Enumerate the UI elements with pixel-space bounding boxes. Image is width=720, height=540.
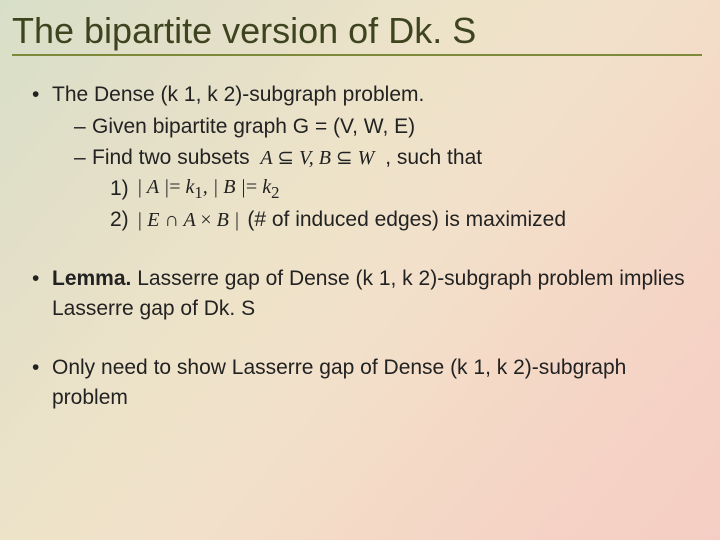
row2-label: 2) [110, 205, 129, 235]
row1-label: 1) [110, 174, 129, 204]
sub-given: Given bipartite graph G = (V, W, E) [74, 112, 690, 142]
lemma-label: Lemma. [52, 267, 131, 290]
row2-math: | E ∩ A × B | [137, 206, 240, 235]
bullet-problem: The Dense (k 1, k 2)-subgraph problem. G… [30, 80, 690, 236]
page-title: The bipartite version of Dk. S [0, 0, 720, 54]
numbered-row-1: 1) | A |= k1, | B |= k2 [110, 173, 690, 205]
bullet-lemma: Lemma. Lasserre gap of Dense (k 1, k 2)-… [30, 264, 690, 325]
row2-suffix: (# of induced edges) is maximized [247, 205, 566, 235]
numbered-row-2: 2) | E ∩ A × B | (# of induced edges) is… [110, 205, 690, 235]
only-need-text: Only need to show Lasserre gap of Dense … [52, 356, 626, 409]
bullet-list: The Dense (k 1, k 2)-subgraph problem. G… [30, 80, 690, 414]
math-subset: A ⊆ V, B ⊆ W [255, 147, 379, 169]
find-suffix: , such that [385, 146, 482, 169]
bullet-onlyneed: Only need to show Lasserre gap of Dense … [30, 353, 690, 414]
row1-math: | A |= k1, | B |= k2 [137, 173, 280, 205]
problem-intro-text: The Dense (k 1, k 2)-subgraph problem. [52, 83, 424, 106]
lemma-text: Lasserre gap of Dense (k 1, k 2)-subgrap… [52, 267, 685, 320]
sub-find: Find two subsets A ⊆ V, B ⊆ W , such tha… [74, 143, 690, 173]
sub-list: Given bipartite graph G = (V, W, E) Find… [74, 112, 690, 173]
numbered-block: 1) | A |= k1, | B |= k2 2) | E ∩ A × B |… [110, 173, 690, 236]
content-area: The Dense (k 1, k 2)-subgraph problem. G… [0, 74, 720, 414]
find-prefix: Find two subsets [92, 146, 250, 169]
title-underline [12, 54, 702, 56]
